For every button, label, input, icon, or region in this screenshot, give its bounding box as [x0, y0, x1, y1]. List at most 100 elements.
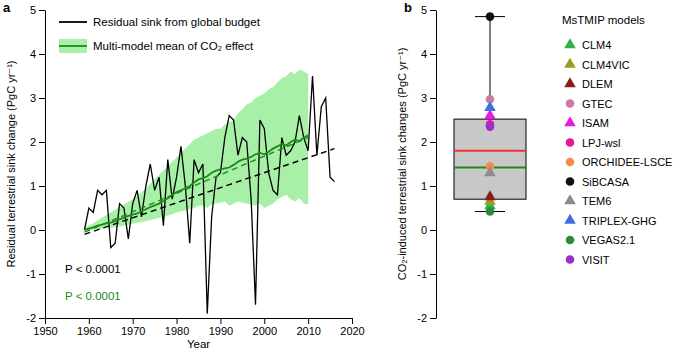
axis: 19501960197019801990200020102020 [33, 318, 364, 337]
tick-mark [39, 54, 45, 55]
tick: 4 [421, 48, 436, 60]
legend-band [59, 39, 87, 53]
tick-label: 1 [421, 180, 427, 192]
legend-marker [566, 138, 575, 147]
tick-label: 1950 [33, 325, 57, 337]
tick: 1950 [33, 318, 57, 337]
legend-item: CLM4 [564, 38, 611, 51]
tick-mark [430, 10, 436, 11]
legend-label: ORCHIDEE-LSCE [582, 156, 672, 168]
figure: 19501960197019801990200020102020-2-10123… [0, 0, 685, 352]
legend-label: CLM4VIC [582, 59, 630, 71]
legend-label: LPJ-wsl [582, 137, 621, 149]
tick: 0 [421, 224, 436, 236]
tick-mark [430, 142, 436, 143]
tick: 3 [421, 92, 436, 104]
model-point [486, 12, 495, 21]
tick-label: 3 [421, 92, 427, 104]
legend-marker [566, 236, 575, 245]
mean-line [454, 150, 526, 152]
tick-mark [39, 98, 45, 99]
plot-marks [454, 12, 526, 216]
legend-marker [566, 158, 575, 167]
tick-label: 2010 [296, 325, 320, 337]
tick: 5 [30, 4, 45, 16]
tick-mark [264, 318, 265, 324]
legend-marker [564, 214, 576, 224]
axis-line [45, 11, 46, 319]
tick: 5 [421, 4, 436, 16]
trend-line [84, 149, 334, 235]
panel-label: b [404, 0, 412, 15]
tick-mark [352, 318, 353, 324]
legend-marker [566, 177, 575, 186]
legend-item: ORCHIDEE-LSCE [566, 156, 673, 168]
tick-mark [430, 318, 436, 319]
tick-mark [430, 186, 436, 187]
series-line [84, 135, 308, 230]
tick-label: -2 [26, 312, 36, 324]
legend-marker [566, 255, 575, 264]
panel-label: a [3, 0, 11, 15]
tick-mark [177, 318, 178, 324]
legend-item: ISAM [564, 116, 609, 129]
tick-label: 2000 [253, 325, 277, 337]
legend-item: LPJ-wsl [566, 137, 621, 149]
legend-marker [564, 116, 576, 126]
tick-label: 3 [30, 92, 36, 104]
tick-mark [89, 318, 90, 324]
tick-label: 5 [421, 4, 427, 16]
legend-line [59, 21, 87, 23]
tick-label: 1990 [209, 325, 233, 337]
tick-label: -1 [417, 268, 427, 280]
tick: 1960 [77, 318, 101, 337]
tick-label: 1980 [165, 325, 189, 337]
legend-item: SiBCASA [566, 176, 630, 188]
trend-line [84, 138, 308, 233]
annotation: P < 0.0001 [65, 290, 121, 302]
legend-label: VISIT [582, 254, 610, 266]
legend-item: TRIPLEX-GHG [564, 214, 656, 227]
tick-mark [45, 318, 46, 324]
legend-marker [566, 99, 575, 108]
legend-item: VISIT [566, 254, 610, 266]
legend-label: Residual sink from global budget [93, 16, 261, 28]
tick: -1 [26, 268, 45, 280]
legend-marker [564, 58, 576, 68]
range-band [84, 69, 308, 230]
tick-mark [220, 318, 221, 324]
legend-item: Residual sink from global budget [59, 16, 261, 28]
legend-line [59, 45, 87, 47]
tick: -1 [417, 268, 436, 280]
axis: -2 -1 0 1 2 3 4 5 [417, 4, 436, 324]
tick: -2 [26, 312, 45, 324]
tick: -2 [417, 312, 436, 324]
legend-item: CLM4VIC [564, 58, 630, 71]
model-point [486, 207, 495, 216]
x-axis-title: Year [187, 338, 210, 350]
tick-label: 5 [30, 4, 36, 16]
tick-label: 4 [30, 48, 36, 60]
tick-mark [430, 54, 436, 55]
tick-mark [430, 230, 436, 231]
tick-label: 2 [30, 136, 36, 148]
tick-label: 4 [421, 48, 427, 60]
model-point [484, 101, 496, 111]
legend-label: GTEC [582, 98, 613, 110]
tick-label: 1960 [77, 325, 101, 337]
legend-item: GTEC [566, 98, 613, 110]
tick: 1990 [209, 318, 233, 337]
tick: 1980 [165, 318, 189, 337]
legend-label: VEGAS2.1 [582, 234, 635, 246]
tick: 3 [30, 92, 45, 104]
tick-mark [39, 274, 45, 275]
legend-marker [564, 38, 576, 48]
tick-mark [39, 230, 45, 231]
tick: 4 [30, 48, 45, 60]
tick: 1 [421, 180, 436, 192]
tick: 2000 [253, 318, 277, 337]
tick-mark [308, 318, 309, 324]
legend-label: ISAM [582, 117, 609, 129]
tick-label: 2020 [340, 325, 364, 337]
tick-label: 2 [421, 136, 427, 148]
